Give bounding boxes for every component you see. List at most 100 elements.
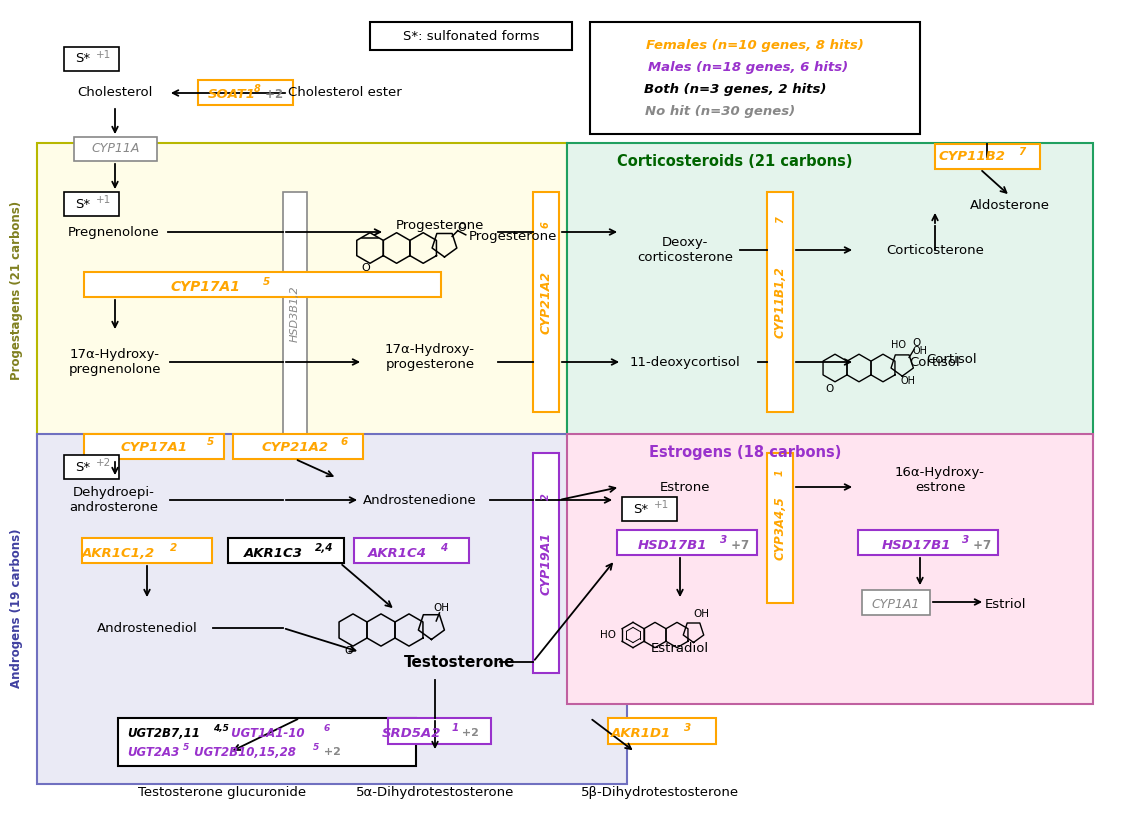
Text: HO: HO — [600, 630, 616, 640]
Text: 5: 5 — [313, 742, 320, 751]
Text: No hit (n=30 genes): No hit (n=30 genes) — [645, 104, 796, 118]
Text: SRD5A2: SRD5A2 — [382, 727, 442, 740]
Bar — [567, 434, 1093, 704]
Text: Estriol: Estriol — [984, 598, 1026, 611]
Text: 3: 3 — [962, 535, 970, 545]
Text: 17α-Hydroxy-
pregnenolone: 17α-Hydroxy- pregnenolone — [69, 348, 162, 376]
Text: AKR1D1: AKR1D1 — [611, 727, 671, 740]
Text: 1: 1 — [775, 469, 785, 477]
Text: UGT1A1-10: UGT1A1-10 — [227, 727, 304, 740]
Bar — [370, 22, 572, 50]
Text: 11-deoxycortisol: 11-deoxycortisol — [629, 355, 740, 368]
Text: CYP19A1: CYP19A1 — [539, 532, 553, 594]
Text: 7: 7 — [775, 217, 785, 224]
Text: 5: 5 — [207, 437, 215, 447]
Text: Pregnenolone: Pregnenolone — [68, 225, 159, 238]
Text: UGT2B10,15,28: UGT2B10,15,28 — [190, 746, 296, 759]
Text: Cholesterol ester: Cholesterol ester — [288, 86, 402, 99]
Text: CYP1A1: CYP1A1 — [872, 598, 920, 611]
Bar — [73, 137, 157, 161]
Bar — [198, 80, 293, 105]
Text: 6: 6 — [541, 222, 551, 229]
Text: O: O — [458, 223, 467, 233]
Text: 3: 3 — [720, 535, 728, 545]
Bar — [82, 538, 212, 563]
Bar — [622, 497, 677, 521]
Text: Corticosteroids (21 carbons): Corticosteroids (21 carbons) — [617, 155, 853, 169]
Text: Testosterone: Testosterone — [405, 654, 515, 669]
Text: CYP17A1: CYP17A1 — [170, 280, 240, 294]
Text: 7: 7 — [1018, 147, 1025, 157]
Text: OH: OH — [433, 603, 449, 613]
Bar — [84, 272, 441, 297]
Text: 8: 8 — [254, 84, 261, 94]
Bar — [935, 144, 1040, 169]
Bar — [388, 718, 492, 744]
Bar — [64, 47, 119, 71]
Bar — [64, 192, 119, 216]
Text: Progesterone: Progesterone — [469, 230, 557, 242]
Text: CYP21A2: CYP21A2 — [539, 270, 553, 334]
Text: 17α-Hydroxy-
progesterone: 17α-Hydroxy- progesterone — [385, 343, 475, 371]
Text: CYP11B2: CYP11B2 — [939, 150, 1006, 164]
Text: UGT2A3: UGT2A3 — [127, 746, 180, 759]
Bar — [533, 453, 559, 673]
Bar — [862, 590, 930, 615]
Text: +1: +1 — [96, 195, 111, 205]
Text: +7: +7 — [727, 538, 749, 552]
Bar — [354, 538, 469, 563]
Bar — [118, 718, 416, 766]
Bar — [64, 455, 119, 479]
Text: Cortisol: Cortisol — [910, 355, 960, 368]
Text: OH: OH — [901, 376, 915, 386]
Text: Deoxy-
corticosterone: Deoxy- corticosterone — [637, 236, 733, 264]
Text: Androstenediol: Androstenediol — [97, 621, 198, 635]
Text: Females (n=10 genes, 8 hits): Females (n=10 genes, 8 hits) — [646, 39, 863, 52]
Text: O: O — [913, 338, 921, 348]
Text: CYP21A2: CYP21A2 — [261, 441, 329, 454]
Text: Androgens (19 carbons): Androgens (19 carbons) — [10, 529, 24, 688]
Bar — [37, 143, 567, 436]
Text: AKR1C4: AKR1C4 — [367, 547, 426, 560]
Text: CYP11A: CYP11A — [92, 142, 140, 155]
Bar — [590, 22, 920, 134]
Text: HO: HO — [890, 339, 906, 349]
Text: Estrone: Estrone — [660, 481, 711, 493]
Text: OH: OH — [913, 345, 928, 356]
Text: 5: 5 — [183, 742, 189, 751]
Text: 1: 1 — [452, 723, 459, 733]
Text: Both (n=3 genes, 2 hits): Both (n=3 genes, 2 hits) — [644, 82, 826, 95]
Text: Progestagens (21 carbons): Progestagens (21 carbons) — [10, 201, 24, 380]
Bar — [608, 718, 716, 744]
Text: S*: S* — [75, 53, 90, 66]
Text: Aldosterone: Aldosterone — [970, 198, 1050, 211]
Text: 5: 5 — [263, 277, 270, 287]
Text: SOAT1: SOAT1 — [208, 89, 257, 101]
Bar — [617, 530, 757, 555]
Text: +2: +2 — [96, 458, 111, 468]
Text: Cholesterol: Cholesterol — [77, 86, 153, 99]
Bar — [233, 434, 363, 459]
Text: S*: S* — [75, 460, 90, 473]
Text: 3: 3 — [684, 723, 692, 733]
Text: CYP17A1: CYP17A1 — [121, 441, 188, 454]
Text: HSD17B1: HSD17B1 — [637, 538, 706, 552]
Text: Dehydroepi-
androsterone: Dehydroepi- androsterone — [70, 486, 158, 514]
Text: CYP3A4,5: CYP3A4,5 — [774, 496, 786, 560]
Text: Estradiol: Estradiol — [651, 641, 709, 654]
Text: Cortisol: Cortisol — [927, 353, 976, 366]
Text: Estrogens (18 carbons): Estrogens (18 carbons) — [649, 445, 841, 459]
Text: S*: sulfonated forms: S*: sulfonated forms — [402, 30, 539, 43]
Text: 2: 2 — [170, 543, 177, 553]
Text: AKR1C3: AKR1C3 — [243, 547, 303, 560]
Text: AKR1C1,2: AKR1C1,2 — [81, 547, 155, 560]
Text: Testosterone glucuronide: Testosterone glucuronide — [138, 786, 306, 798]
Text: 5β-Dihydrotestosterone: 5β-Dihydrotestosterone — [581, 786, 739, 798]
Text: CYP11B1,2: CYP11B1,2 — [774, 266, 786, 338]
Text: S*: S* — [633, 502, 649, 515]
Text: 2: 2 — [541, 494, 551, 501]
Bar — [37, 434, 627, 784]
Bar — [858, 530, 998, 555]
Bar — [228, 538, 344, 563]
Text: OH: OH — [694, 609, 710, 619]
